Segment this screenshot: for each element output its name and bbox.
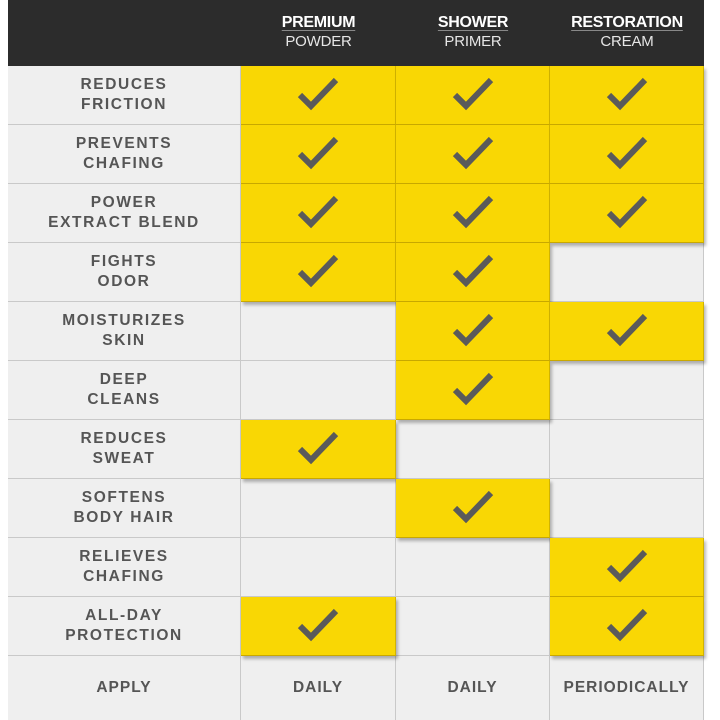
- checkmark-icon: [452, 195, 493, 229]
- feature-label-cell: REDUCES FRICTION: [8, 66, 241, 125]
- checkmark-icon: [297, 136, 339, 170]
- feature-cell-checked: [396, 184, 550, 243]
- feature-cell-checked: [396, 243, 550, 302]
- feature-cell-empty: [550, 361, 704, 420]
- checkmark-icon: [452, 136, 493, 170]
- table-row: REDUCES FRICTION: [8, 66, 704, 125]
- feature-label: ALL-DAY PROTECTION: [65, 607, 183, 644]
- checkmark-icon: [297, 195, 339, 229]
- feature-cell-empty: [396, 597, 550, 656]
- feature-cell-checked: [550, 302, 704, 361]
- column-header-shower-primer: SHOWER PRIMER: [396, 13, 550, 55]
- feature-cell-checked: [241, 66, 396, 125]
- checkmark-icon: [297, 608, 339, 642]
- checkmark-icon: [606, 313, 647, 347]
- column-header-line2: POWDER: [285, 33, 352, 50]
- column-header-line1: PREMIUM: [281, 14, 356, 31]
- feature-cell-checked: [550, 597, 704, 656]
- feature-cell-checked: [396, 125, 550, 184]
- feature-label: REDUCES SWEAT: [80, 430, 168, 467]
- feature-label: MOISTURIZES SKIN: [62, 312, 186, 349]
- feature-cell-checked: [241, 243, 396, 302]
- checkmark-icon: [606, 549, 647, 583]
- feature-label: REDUCES FRICTION: [80, 76, 168, 113]
- feature-label-cell: DEEP CLEANS: [8, 361, 241, 420]
- apply-value-cell: PERIODICALLY: [550, 656, 704, 720]
- feature-label: SOFTENS BODY HAIR: [73, 489, 175, 526]
- feature-label: DEEP CLEANS: [87, 371, 161, 408]
- column-header-premium-powder: PREMIUM POWDER: [241, 13, 396, 55]
- feature-label-cell: REDUCES SWEAT: [8, 420, 241, 479]
- checkmark-icon: [606, 136, 647, 170]
- table-row: ALL-DAY PROTECTION: [8, 597, 704, 656]
- checkmark-icon: [452, 490, 493, 524]
- feature-cell-empty: [550, 420, 704, 479]
- feature-cell-checked: [396, 66, 550, 125]
- apply-value-cell: DAILY: [241, 656, 396, 720]
- apply-label-cell: APPLY: [8, 656, 241, 720]
- feature-label: PREVENTS CHAFING: [75, 135, 173, 172]
- feature-cell-empty: [550, 479, 704, 538]
- feature-cell-empty: [396, 420, 550, 479]
- table-row: SOFTENS BODY HAIR: [8, 479, 704, 538]
- feature-label-cell: RELIEVES CHAFING: [8, 538, 241, 597]
- feature-label-cell: ALL-DAY PROTECTION: [8, 597, 241, 656]
- column-header-line2: CREAM: [600, 33, 654, 50]
- checkmark-icon: [297, 431, 339, 465]
- feature-cell-empty: [241, 538, 396, 597]
- apply-value: PERIODICALLY: [563, 679, 690, 696]
- feature-label-cell: SOFTENS BODY HAIR: [8, 479, 241, 538]
- apply-value: DAILY: [292, 679, 344, 696]
- table-row: RELIEVES CHAFING: [8, 538, 704, 597]
- feature-cell-checked: [550, 538, 704, 597]
- checkmark-icon: [452, 313, 493, 347]
- comparison-table: PREMIUM POWDER SHOWER PRIMER RESTORATION…: [8, 0, 704, 720]
- checkmark-icon: [606, 77, 647, 111]
- feature-label: RELIEVES CHAFING: [79, 548, 169, 585]
- table-row: PREVENTS CHAFING: [8, 125, 704, 184]
- feature-cell-checked: [241, 420, 396, 479]
- checkmark-icon: [606, 195, 647, 229]
- feature-cell-empty: [241, 479, 396, 538]
- feature-cell-checked: [241, 597, 396, 656]
- checkmark-icon: [297, 77, 339, 111]
- feature-label-cell: FIGHTS ODOR: [8, 243, 241, 302]
- apply-row: APPLY DAILY DAILY PERIODICALLY: [8, 656, 704, 720]
- feature-cell-checked: [550, 125, 704, 184]
- feature-label-cell: POWER EXTRACT BLEND: [8, 184, 241, 243]
- feature-cell-empty: [241, 302, 396, 361]
- feature-cell-checked: [550, 184, 704, 243]
- checkmark-icon: [452, 77, 493, 111]
- feature-cell-empty: [241, 361, 396, 420]
- apply-label: APPLY: [96, 679, 152, 696]
- checkmark-icon: [606, 608, 647, 642]
- table-row: POWER EXTRACT BLEND: [8, 184, 704, 243]
- feature-cell-empty: [550, 243, 704, 302]
- apply-value-cell: DAILY: [396, 656, 550, 720]
- table-row: DEEP CLEANS: [8, 361, 704, 420]
- feature-label: POWER EXTRACT BLEND: [48, 194, 200, 231]
- feature-cell-checked: [241, 184, 396, 243]
- column-header-line2: PRIMER: [444, 33, 502, 50]
- column-header-line1: RESTORATION: [571, 14, 683, 31]
- apply-value: DAILY: [447, 679, 498, 696]
- feature-cell-checked: [396, 302, 550, 361]
- table-row: MOISTURIZES SKIN: [8, 302, 704, 361]
- checkmark-icon: [297, 254, 339, 288]
- table-row: FIGHTS ODOR: [8, 243, 704, 302]
- feature-cell-checked: [396, 361, 550, 420]
- feature-label-cell: MOISTURIZES SKIN: [8, 302, 241, 361]
- feature-cell-checked: [241, 125, 396, 184]
- feature-label-cell: PREVENTS CHAFING: [8, 125, 241, 184]
- checkmark-icon: [452, 254, 493, 288]
- table-header: PREMIUM POWDER SHOWER PRIMER RESTORATION…: [8, 0, 704, 66]
- column-header-line1: SHOWER: [437, 14, 509, 31]
- feature-cell-checked: [550, 66, 704, 125]
- feature-label: FIGHTS ODOR: [90, 253, 158, 290]
- table-row: REDUCES SWEAT: [8, 420, 704, 479]
- feature-cell-checked: [396, 479, 550, 538]
- column-header-restoration-cream: RESTORATION CREAM: [550, 13, 704, 55]
- checkmark-icon: [452, 372, 493, 406]
- feature-cell-empty: [396, 538, 550, 597]
